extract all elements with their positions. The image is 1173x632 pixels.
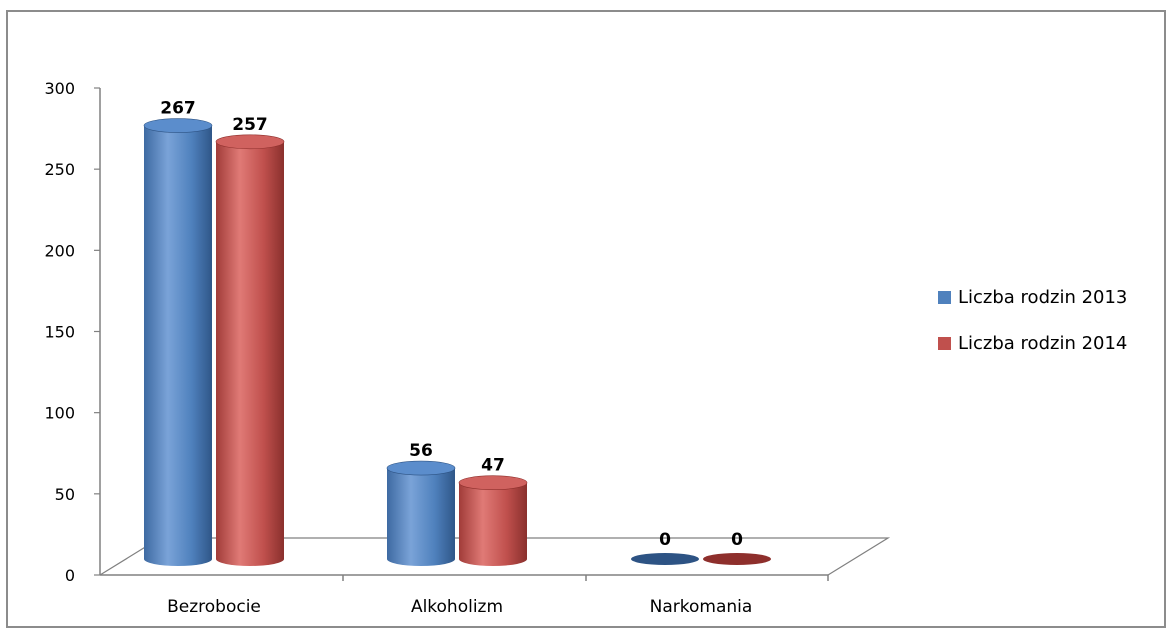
y-tick-label: 0 [65, 566, 75, 585]
bar-bezrobocie-2014 [215, 134, 285, 566]
y-tick-label: 150 [44, 323, 75, 342]
bar-body [216, 141, 284, 566]
data-label: 0 [731, 530, 743, 550]
y-tick-label: 200 [44, 241, 75, 260]
y-tick-labels: 0 50 100 150 200 250 300 [44, 79, 100, 585]
bar-bezrobocie-2013 [143, 118, 213, 566]
legend-label: Liczba rodzin 2013 [958, 287, 1127, 308]
data-label: 47 [481, 456, 505, 476]
bars [143, 118, 771, 566]
bar-body [387, 468, 455, 566]
category-labels: Bezrobocie Alkoholizm Narkomania [167, 597, 752, 617]
bar-top [703, 553, 771, 565]
y-tick-label: 300 [44, 79, 75, 98]
y-tick-label: 250 [44, 160, 75, 179]
bar-alkoholizm-2013 [386, 460, 456, 566]
bar-alkoholizm-2014 [458, 475, 528, 566]
y-tick-label: 50 [55, 485, 75, 504]
data-label: 56 [409, 441, 433, 461]
bar-body [144, 125, 212, 566]
data-label: 257 [232, 115, 268, 135]
data-label: 0 [659, 530, 671, 550]
legend-swatch [938, 291, 951, 304]
bar-top [458, 475, 528, 491]
data-labels: 267 56 0 257 47 0 [160, 99, 743, 550]
x-axis [100, 574, 829, 581]
bar-narkomania-2013 [631, 553, 699, 565]
bar-top [215, 134, 285, 150]
category-label: Bezrobocie [167, 597, 261, 617]
data-label: 267 [160, 99, 196, 119]
bar-top [631, 553, 699, 565]
category-label: Alkoholizm [411, 597, 503, 617]
bar-narkomania-2014 [703, 553, 771, 565]
legend: Liczba rodzin 2013 Liczba rodzin 2014 [938, 287, 1127, 354]
category-label: Narkomania [650, 597, 753, 617]
legend-swatch [938, 337, 951, 350]
y-tick-label: 100 [44, 404, 75, 423]
bar-top [143, 118, 213, 133]
bar-top [386, 460, 456, 476]
legend-label: Liczba rodzin 2014 [958, 333, 1127, 354]
bar-body [459, 482, 527, 566]
